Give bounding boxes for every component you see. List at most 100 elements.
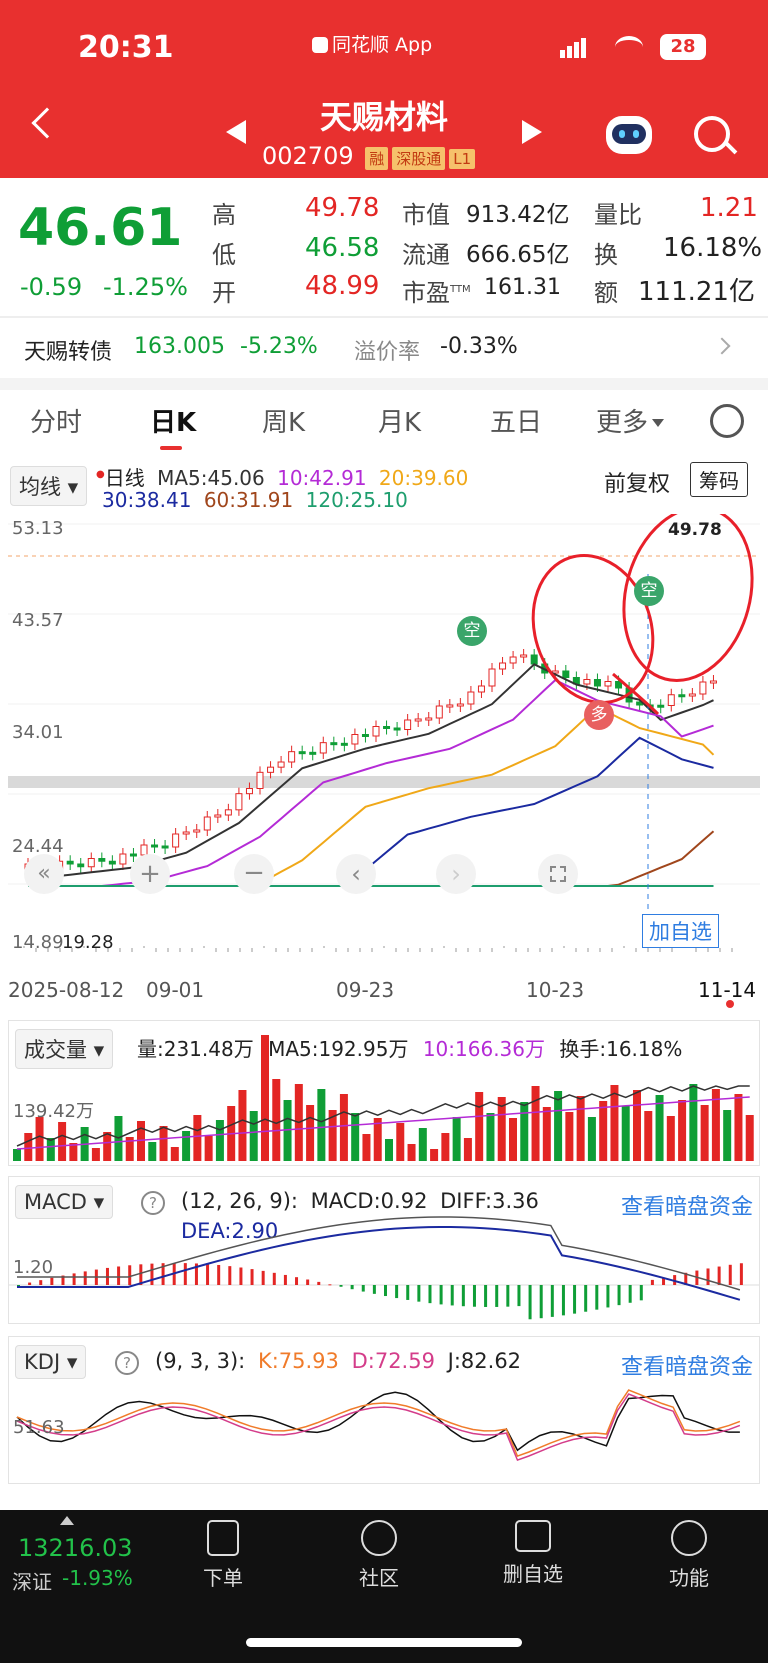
zoom-in-icon[interactable]: + [130,854,170,894]
annotation-circle [622,505,754,683]
macd-bar [573,1285,577,1314]
next-stock-icon[interactable] [522,120,542,144]
chip-button[interactable]: 筹码 [690,462,748,497]
bond-row[interactable]: 天赐转债 163.005 -5.23% 溢价率 -0.33% [0,318,768,376]
fullscreen-icon[interactable] [538,854,578,894]
candle-body [425,717,433,721]
volume-bar [58,1122,67,1161]
add-watch-button[interactable]: 加自选 [642,914,719,948]
candle-body [119,853,127,865]
tab-weekly-k[interactable]: 周K [262,408,306,438]
volume-bar [497,1097,506,1161]
candle-body [393,727,401,731]
volume-bar [148,1142,157,1161]
volume-select[interactable]: 成交量 ▾ [15,1029,114,1069]
rewind-icon[interactable]: « [24,854,64,894]
order-button[interactable]: 下单 [178,1520,268,1591]
turnover-value: 16.18% [663,233,763,263]
zoom-out-icon[interactable]: − [234,854,274,894]
macd-bar [17,1285,20,1286]
indicator-select[interactable]: 均线 ▾ [10,466,88,506]
candle-body [562,670,570,678]
robot-assistant-icon[interactable] [606,116,652,154]
open-value: 48.99 [305,271,380,301]
turnover-label: 换 [594,241,618,269]
candle-body [66,860,74,865]
volume-svg [13,1035,754,1161]
volume-bar [35,1117,44,1161]
community-button[interactable]: 社区 [334,1520,424,1591]
j-value: J:82.62 [447,1349,522,1373]
community-label: 社区 [359,1566,399,1590]
candle-body [161,845,169,849]
volume-panel[interactable]: 成交量 ▾ 量:231.48万 MA5:192.95万 10:166.36万 换… [8,1020,760,1166]
tab-five-day[interactable]: 五日 [490,408,543,438]
macd-svg [9,1216,759,1320]
remove-watch-icon [515,1520,551,1552]
volume-bar [655,1095,664,1161]
tab-monthly-k[interactable]: 月K [378,408,422,438]
kline-chart[interactable]: 53.13 43.57 34.01 24.44 14.89 49.78 19.2… [8,505,760,954]
volume-bar [328,1110,337,1161]
vol-ma5-label: MA5:192.95万 [268,1037,409,1061]
function-button[interactable]: 功能 [644,1520,734,1591]
dark-pool-link[interactable]: 查看暗盘资金 [621,1195,754,1220]
function-label: 功能 [669,1566,709,1590]
kdj-svg [16,1389,741,1462]
macd-bar [328,1284,332,1286]
premium-label: 溢价率 [354,340,421,365]
macd-legend: (12, 26, 9): MACD:0.92 DIFF:3.36 [181,1189,539,1213]
macd-bar [83,1271,87,1285]
volume-bar [689,1084,698,1161]
macd-bar [250,1269,254,1285]
dark-pool-link[interactable]: 查看暗盘资金 [621,1355,754,1380]
macd-bar [239,1267,243,1285]
y-label-bottom: 14.89 [12,932,64,953]
tab-daily-k[interactable]: 日K [150,408,197,438]
tag-hk-connect: 深股通 [392,147,446,170]
candle-body [509,656,517,664]
macd-bar [39,1280,43,1285]
macd-bar [217,1264,221,1285]
kdj-panel[interactable]: KDJ ▾ ? (9, 3, 3): K:75.93 D:72.59 J:82.… [8,1336,760,1484]
bond-pct: -5.23% [240,334,318,359]
adjust-select[interactable]: 前复权 [604,472,671,497]
macd-bar [550,1285,554,1317]
macd-bar [28,1282,32,1285]
help-icon[interactable]: ? [141,1191,165,1215]
candle-body [256,771,264,790]
macd-bar [384,1285,387,1297]
prev-stock-icon[interactable] [226,120,246,144]
d-value: D:72.59 [351,1349,435,1373]
macd-select-label: MACD [24,1190,87,1214]
volume-bar [182,1131,191,1161]
volume-bar [486,1113,495,1161]
candle-body [435,705,443,719]
volume-bar [723,1110,732,1161]
tab-intraday[interactable]: 分时 [30,408,83,438]
macd-bar [295,1277,299,1285]
candle-body [615,681,623,689]
bond-name: 天赐转债 [24,340,113,365]
pe-value: 161.31 [484,275,561,300]
macd-select[interactable]: MACD ▾ [15,1185,114,1219]
kdj-select[interactable]: KDJ ▾ [15,1345,87,1379]
chip-band [8,776,760,788]
ma-legend-row2: 30:38.41 60:31.91 120:25.10 [102,488,408,512]
volume-bar [125,1137,134,1161]
index-expand-icon[interactable] [60,1516,74,1525]
tab-more[interactable]: 更多 [596,402,665,439]
pan-right-icon[interactable]: › [436,854,476,894]
candle-body [129,853,137,857]
volume-bar [339,1094,348,1161]
remove-watch-button[interactable]: 删自选 [488,1520,578,1587]
macd-panel[interactable]: MACD ▾ ? (12, 26, 9): MACD:0.92 DIFF:3.3… [8,1176,760,1324]
search-icon[interactable] [694,116,730,152]
volume-bar [633,1090,641,1161]
pan-left-icon[interactable]: ‹ [336,854,376,894]
index-value[interactable]: 13216.03 [18,1534,133,1562]
candle-body [298,751,306,755]
help-icon[interactable]: ? [115,1351,139,1375]
settings-icon[interactable] [710,404,744,438]
macd-bar [228,1266,232,1285]
